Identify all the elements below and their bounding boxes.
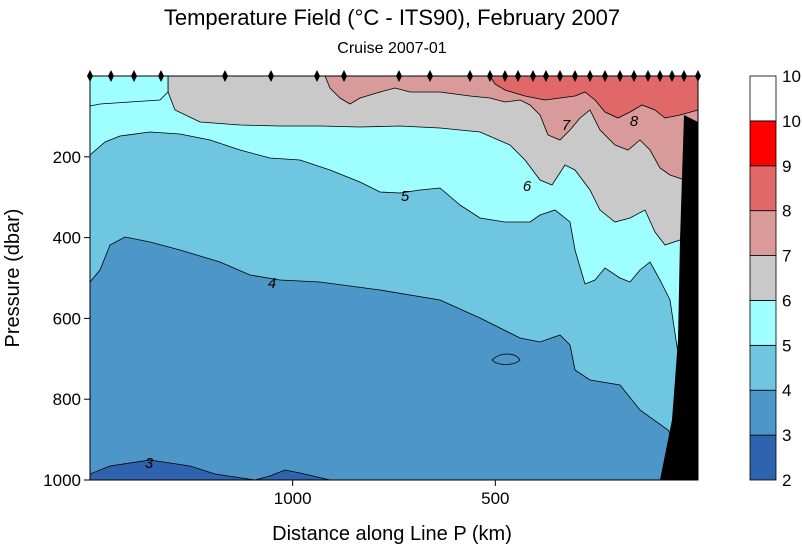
colorbar-tick-label: 10 <box>782 67 801 86</box>
y-axis: 200 400 600 800 1000 <box>43 148 90 490</box>
station-marker <box>530 70 536 82</box>
colorbar-tick-label: 2 <box>782 471 791 490</box>
station-marker <box>631 70 637 82</box>
contour-field <box>90 76 698 480</box>
bottom-topography <box>660 115 698 480</box>
station-marker <box>695 70 701 82</box>
colorbar-segment <box>749 75 777 122</box>
station-marker <box>87 70 93 82</box>
y-tick-label: 400 <box>53 229 81 248</box>
station-marker <box>657 70 663 82</box>
y-tick-label: 600 <box>53 309 81 328</box>
colorbar-segment <box>749 255 777 301</box>
station-marker <box>617 70 623 82</box>
station-marker <box>396 70 402 82</box>
colorbar-tick-label: 8 <box>782 202 791 221</box>
station-marker <box>467 70 473 82</box>
contour-labels: 3 4 5 6 7 8 <box>145 113 639 472</box>
contour-label-7: 7 <box>562 117 571 134</box>
colorbar-segment <box>749 165 777 212</box>
colorbar-tick-label: 5 <box>782 336 791 355</box>
station-marker <box>222 70 228 82</box>
colorbar-segment <box>749 210 777 256</box>
station-marker <box>572 70 578 82</box>
station-marker <box>557 70 563 82</box>
x-axis: 1000 500 <box>274 480 510 508</box>
station-marker <box>341 70 347 82</box>
colorbar-tick-label: 7 <box>782 247 791 266</box>
station-marker <box>108 70 114 82</box>
contour-label-5: 5 <box>401 188 410 205</box>
colorbar-segment <box>749 300 777 346</box>
station-marker <box>158 70 164 82</box>
x-tick-label: 1000 <box>274 489 312 508</box>
station-marker <box>602 70 608 82</box>
contour-label-6: 6 <box>523 178 532 195</box>
station-marker <box>543 70 549 82</box>
colorbar-segment <box>749 120 777 167</box>
chart-subtitle: Cruise 2007-01 <box>337 40 447 57</box>
station-marker <box>487 70 493 82</box>
x-tick-label: 500 <box>481 489 509 508</box>
colorbar-segment <box>749 344 777 391</box>
station-marker <box>131 70 137 82</box>
contour-label-8: 8 <box>630 113 639 130</box>
station-marker <box>587 70 593 82</box>
contour-label-4: 4 <box>268 275 276 292</box>
plot-border <box>89 75 699 481</box>
y-tick-label: 1000 <box>43 471 81 490</box>
x-axis-label: Distance along Line P (km) <box>272 523 512 545</box>
station-markers <box>87 70 701 82</box>
y-axis-label: Pressure (dbar) <box>2 209 24 348</box>
station-marker <box>645 70 651 82</box>
y-tick-label: 800 <box>53 390 81 409</box>
colorbar-tick-label: 6 <box>782 291 791 310</box>
colorbar-segment <box>749 389 777 436</box>
station-marker <box>427 70 433 82</box>
colorbar-tick-label: 4 <box>782 381 791 400</box>
station-marker <box>669 70 675 82</box>
station-marker <box>268 70 274 82</box>
colorbar-tick-label: 9 <box>782 157 791 176</box>
colorbar: 2 3 4 5 6 7 8 9 10 10 <box>749 67 801 490</box>
pocket-top-left <box>90 76 169 107</box>
chart-title: Temperature Field (°C - ITS90), February… <box>164 5 620 30</box>
band-8-9 <box>489 76 698 119</box>
station-marker <box>502 70 508 82</box>
station-marker <box>515 70 521 82</box>
colorbar-tick-label: 10 <box>782 112 801 131</box>
station-marker <box>314 70 320 82</box>
colorbar-segment <box>749 434 777 481</box>
y-tick-label: 200 <box>53 148 81 167</box>
station-marker <box>681 70 687 82</box>
colorbar-tick-label: 3 <box>782 426 791 445</box>
contour-label-3: 3 <box>145 455 154 472</box>
lens-700 <box>491 353 521 365</box>
